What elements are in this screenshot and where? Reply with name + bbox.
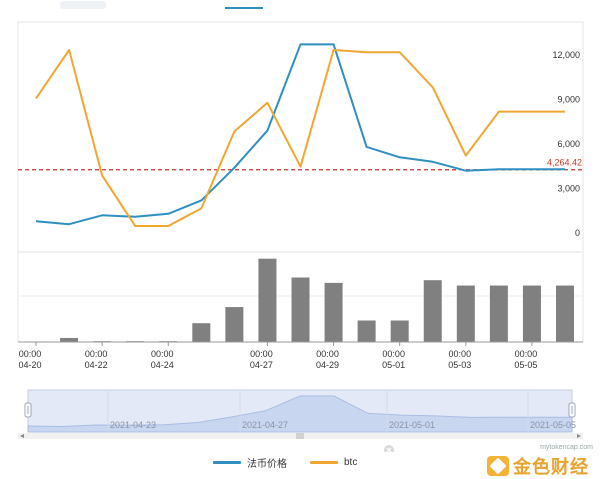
series-line-btc <box>35 49 565 227</box>
x-tick-time: 00:00 <box>250 349 273 359</box>
datazoom-date-label: 2021-04-23 <box>110 420 156 430</box>
y-tick-label: 0 <box>575 228 580 238</box>
legend-label-btc: btc <box>344 456 358 468</box>
y-tick-label: 6,000 <box>557 139 580 149</box>
x-tick-date: 05-03 <box>448 360 471 370</box>
datazoom-handle-left[interactable] <box>24 402 32 418</box>
x-tick-date: 04-27 <box>250 360 273 370</box>
volume-bar <box>258 258 277 342</box>
x-tick-date: 04-22 <box>85 360 108 370</box>
x-tick-date: 05-01 <box>382 360 405 370</box>
legend-item-fiat[interactable]: 法币价格 <box>213 452 287 472</box>
x-ticks: 00:0004-2000:0004-2200:0004-2400:0004-27… <box>18 342 537 370</box>
x-tick-date: 04-20 <box>18 360 41 370</box>
volume-bars <box>18 258 583 343</box>
brand-name: 金色财经 <box>513 457 589 478</box>
x-tick-time: 00:00 <box>151 349 174 359</box>
x-tick-time: 00:00 <box>515 349 538 359</box>
series-lines <box>35 43 565 227</box>
volume-bar <box>60 337 79 342</box>
volume-bar <box>489 285 508 342</box>
volume-bar <box>357 320 376 342</box>
series-line-fiat <box>35 43 565 226</box>
volume-bar <box>291 277 310 342</box>
volume-bar <box>456 285 475 342</box>
scroll-left-arrow-icon[interactable] <box>20 434 24 438</box>
scroll-right-arrow-icon[interactable] <box>577 434 581 438</box>
volume-bar <box>522 285 541 342</box>
legend-label-fiat: 法币价格 <box>247 458 287 470</box>
tab-inactive[interactable] <box>60 1 106 9</box>
volume-bar <box>556 285 574 342</box>
top-tabs <box>0 0 600 12</box>
legend-item-btc[interactable]: btc <box>310 452 357 472</box>
reference-label: 4,264.42 <box>547 158 582 168</box>
top-tabs-graphic <box>60 1 263 9</box>
volume-bar <box>324 282 343 342</box>
x-tick-time: 00:00 <box>316 349 339 359</box>
legend: 法币价格 btc <box>0 452 600 472</box>
volume-bar <box>390 320 409 342</box>
datazoom-date-label: 2021-05-05 <box>530 420 576 430</box>
datazoom-scroll-thumb[interactable] <box>296 433 304 439</box>
y-tick-label: 3,000 <box>557 184 580 194</box>
tab-active-indicator[interactable] <box>225 7 263 9</box>
x-tick-time: 00:00 <box>382 349 405 359</box>
y-tick-label: 12,000 <box>552 50 580 60</box>
close-icon[interactable] <box>384 445 394 452</box>
brand-logo-icon <box>487 456 509 476</box>
x-tick-time: 00:00 <box>85 349 108 359</box>
y-tick-label: 9,000 <box>557 94 580 104</box>
volume-bar <box>225 307 244 342</box>
x-tick-date: 04-29 <box>316 360 339 370</box>
brand-watermark: mytokencap.com 金色财经 <box>487 444 599 478</box>
x-tick-date: 05-05 <box>514 360 537 370</box>
datazoom-handle-right[interactable] <box>568 402 576 418</box>
legend-swatch-fiat <box>213 460 241 464</box>
datazoom-slider[interactable]: 2021-04-23 2021-04-27 2021-05-01 2021-05-05 <box>18 389 583 452</box>
datazoom-shadow <box>27 395 573 433</box>
volume-bar <box>423 280 442 342</box>
datazoom-date-label: 2021-04-27 <box>242 420 288 430</box>
x-tick-time: 00:00 <box>19 349 42 359</box>
volume-bar <box>192 323 211 342</box>
brand-url: mytokencap.com <box>540 444 593 451</box>
legend-swatch-btc <box>310 460 338 464</box>
datazoom-date-label: 2021-05-01 <box>389 420 435 430</box>
y-right-ticks: 12,000 9,000 6,000 3,000 0 <box>552 50 580 238</box>
x-tick-date: 04-24 <box>151 360 174 370</box>
x-tick-time: 00:00 <box>449 349 472 359</box>
